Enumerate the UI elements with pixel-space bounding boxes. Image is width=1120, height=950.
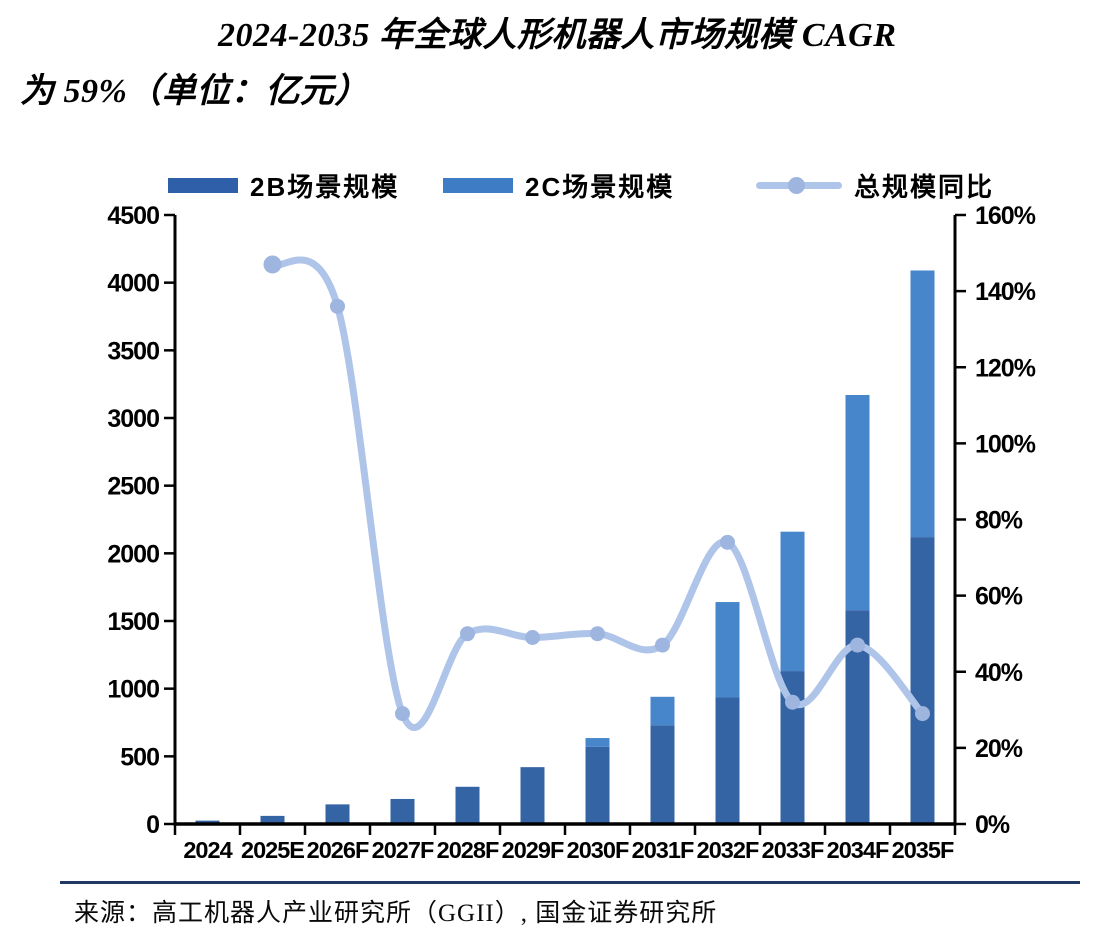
y-axis-left-label: 3500 bbox=[107, 337, 159, 365]
x-axis-label: 2029F bbox=[502, 837, 564, 863]
legend-swatch-2b bbox=[168, 177, 238, 193]
y-axis-right-label: 100% bbox=[975, 430, 1036, 458]
x-axis-label: 2026F bbox=[307, 837, 369, 863]
yoy-line-marker bbox=[850, 637, 865, 653]
y-axis-left-label: 2000 bbox=[107, 540, 159, 568]
yoy-line-marker bbox=[915, 706, 930, 722]
x-axis-label: 2033F bbox=[762, 837, 824, 863]
yoy-line bbox=[269, 256, 926, 731]
legend-item-2b: 2B场景规模 bbox=[168, 168, 399, 202]
bar-segment-2b bbox=[455, 786, 480, 824]
y-axis-left-label: 4500 bbox=[107, 202, 159, 230]
footer-divider bbox=[60, 881, 1080, 884]
y-axis-left-label: 4000 bbox=[107, 270, 159, 298]
legend-item-2c: 2C场景规模 bbox=[443, 168, 674, 202]
yoy-line-marker bbox=[525, 629, 540, 645]
y-axis-left-label: 500 bbox=[120, 743, 159, 771]
chart-legend: 2B场景规模 2C场景规模 总规模同比 bbox=[0, 168, 1120, 202]
y-axis-left-label: 1500 bbox=[107, 608, 159, 636]
y-axis-right-label: 120% bbox=[975, 354, 1036, 382]
x-axis-label: 2025E bbox=[241, 837, 304, 863]
chart-title-line1: 2024-2035 年全球人形机器人市场规模 CAGR bbox=[218, 17, 897, 54]
bar-segment-2b bbox=[585, 746, 610, 824]
legend-item-yoy: 总规模同比 bbox=[756, 168, 994, 202]
chart-canvas: 0 500 1000 1500 2000 2500 3000 3500 4000 4500 0% 20… bbox=[107, 202, 1036, 863]
y-axis-right-label: 140% bbox=[975, 278, 1036, 306]
bar-segment-2b bbox=[390, 798, 415, 824]
yoy-line-marker bbox=[330, 298, 345, 314]
chart-title: 2024-2035 年全球人形机器人市场规模 CAGR 为 59%（单位：亿元） bbox=[20, 8, 1080, 120]
bar-segment-2b bbox=[910, 537, 935, 824]
bar-segment-2b bbox=[520, 767, 545, 824]
yoy-line-marker bbox=[263, 255, 282, 274]
y-axis-right-label: 20% bbox=[975, 735, 1023, 763]
x-axis-label: 2032F bbox=[697, 837, 759, 863]
yoy-line-marker bbox=[590, 626, 605, 642]
legend-label-2c: 2C场景规模 bbox=[525, 171, 675, 202]
y-axis-right-label: 40% bbox=[975, 659, 1023, 687]
yoy-line-marker bbox=[395, 706, 410, 722]
legend-swatch-2c bbox=[443, 177, 513, 193]
x-axis-label: 2024 bbox=[183, 837, 232, 863]
x-axis-label: 2027F bbox=[372, 837, 434, 863]
yoy-line-marker bbox=[785, 694, 800, 710]
x-axis-label: 2034F bbox=[827, 837, 889, 863]
bar-segment-2c bbox=[910, 270, 935, 538]
y-axis-left-label: 2500 bbox=[107, 473, 159, 501]
bar-segment-2c bbox=[845, 394, 870, 611]
legend-label-2b: 2B场景规模 bbox=[250, 171, 400, 202]
bar-segment-2c bbox=[650, 696, 675, 726]
bar-segment-2c bbox=[780, 531, 805, 672]
yoy-line-marker bbox=[460, 626, 475, 642]
y-axis-right-label: 80% bbox=[975, 507, 1023, 535]
y-axis-left-label: 1000 bbox=[107, 676, 159, 704]
yoy-line-marker bbox=[720, 534, 735, 550]
yoy-line-marker bbox=[655, 637, 670, 653]
legend-label-yoy: 总规模同比 bbox=[854, 171, 995, 202]
y-axis-left-label: 0 bbox=[146, 811, 159, 839]
x-axis-label: 2028F bbox=[437, 837, 499, 863]
x-axis-label: 2035F bbox=[892, 837, 954, 863]
legend-line-marker-icon bbox=[756, 176, 842, 194]
y-axis-right-label: 160% bbox=[975, 202, 1036, 230]
source-text: 来源：高工机器人产业研究所（GGII）, 国金证券研究所 bbox=[74, 900, 718, 927]
y-axis-right-label: 60% bbox=[975, 583, 1023, 611]
x-axis-label: 2030F bbox=[567, 837, 629, 863]
bar-segment-2c bbox=[715, 602, 740, 698]
bar-segment-2b bbox=[260, 815, 285, 824]
x-axis-label: 2031F bbox=[632, 837, 694, 863]
bar-segment-2b bbox=[715, 697, 740, 824]
bar-segment-2c bbox=[585, 738, 610, 747]
bar-segment-2b bbox=[650, 725, 675, 824]
chart-title-line2: 为 59%（单位：亿元） bbox=[20, 73, 369, 110]
y-axis-right-label: 0% bbox=[975, 811, 1010, 839]
bar-segment-2b bbox=[325, 804, 350, 824]
y-axis-left-label: 3000 bbox=[107, 405, 159, 433]
